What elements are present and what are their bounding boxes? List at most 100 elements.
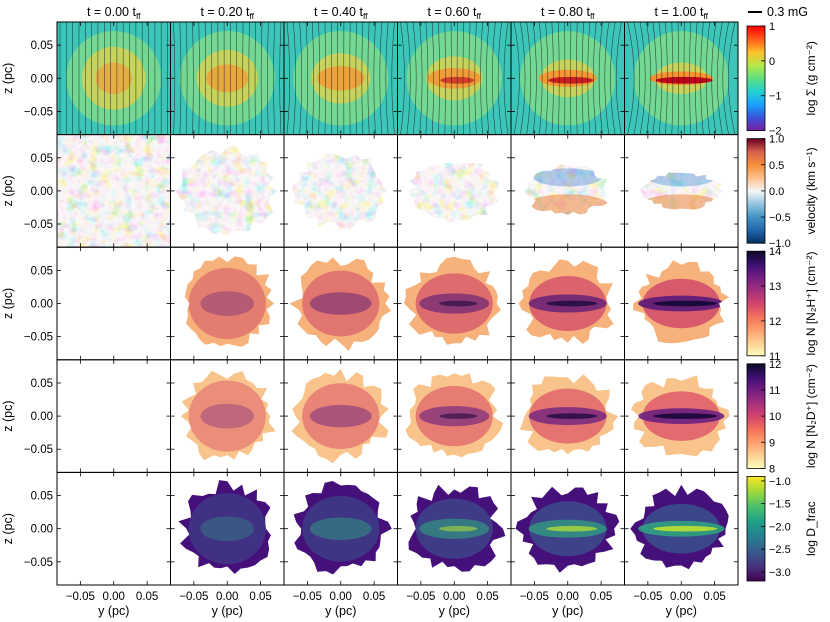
y-tick-label: 0.05 (31, 40, 53, 52)
x-axis-label: y (pc) (212, 604, 243, 618)
x-tick-label: 0.00 (330, 591, 352, 603)
field-line (267, 22, 269, 135)
x-tick-label: −0.05 (520, 591, 549, 603)
colorbar-tick-label: 11 (769, 351, 780, 363)
column-density-core (200, 291, 255, 316)
density-core (317, 66, 365, 91)
y-tick-label: −0.05 (24, 106, 53, 118)
field-line (425, 22, 429, 135)
panel-n2h-column-density-t0.40 (284, 247, 398, 360)
field-line (593, 22, 597, 135)
panel-deuterium-fraction-t1.00 (624, 472, 738, 585)
field-line (299, 22, 302, 135)
colorbar-tick-label: 9 (769, 437, 775, 449)
x-tick-label: 0.05 (249, 591, 271, 603)
field-line (355, 22, 357, 135)
field-line (711, 22, 717, 135)
field-line (532, 22, 537, 135)
field-line (598, 22, 603, 135)
column-density-mid (188, 493, 266, 565)
field-lines (400, 22, 509, 135)
field-line (431, 22, 435, 135)
field-line (406, 22, 411, 135)
panel-n2d-column-density-t0.40 (284, 359, 398, 473)
x-axis-label: y (pc) (325, 604, 356, 618)
colorbar-tick-label: 12 (769, 316, 781, 328)
colorbar-3: 12 11 10 9 8 log N [N₂D⁺] (cm⁻²) (746, 359, 818, 475)
field-line (486, 22, 490, 135)
velocity-turbulence (624, 134, 738, 248)
x-tick-label: −0.05 (633, 591, 662, 603)
x-tick-label: 0.05 (363, 591, 385, 603)
column-density-core (309, 517, 372, 540)
field-line (551, 22, 554, 135)
colorbar-label: log N [N₂D⁺] (cm⁻²) (804, 364, 818, 468)
time-title: t = 0.60 tff (427, 5, 481, 21)
time-title: t = 0.00 tff (87, 5, 141, 21)
colorbar-tick-label: −3.0 (769, 567, 791, 579)
x-axis-label: y (pc) (552, 604, 583, 618)
field-line (379, 22, 383, 135)
field-lines (286, 22, 395, 135)
column-density-core (200, 516, 255, 542)
colorbar-tick-label: −1.0 (769, 476, 791, 488)
field-line (558, 22, 560, 135)
field-line (671, 22, 674, 135)
colorbar-tick-label: 1 (769, 21, 775, 33)
colorbar-tick-label: −2 (769, 126, 782, 138)
field-line (324, 22, 326, 135)
colorbar-2: 14 13 12 11 log N [N₂H⁺] (cm⁻²) (746, 246, 818, 363)
field-line (539, 22, 543, 135)
field-line (633, 22, 641, 135)
density-core (95, 62, 132, 95)
field-line (273, 22, 275, 135)
field-scale-label: 0.3 mG (767, 5, 808, 19)
field-line (248, 22, 250, 135)
field-line (705, 22, 710, 135)
field-line (468, 22, 471, 135)
y-tick-label: 0.00 (31, 186, 53, 198)
x-tick-label: 0.00 (670, 591, 692, 603)
velocity-turbulence (397, 134, 511, 248)
field-line (689, 22, 691, 135)
colorbar-tick-label: 14 (769, 246, 781, 258)
y-tick-label: −0.05 (24, 219, 53, 231)
field-line (179, 22, 182, 135)
panel-surface-density-t0.80 (511, 22, 625, 135)
field-line (615, 22, 622, 135)
field-line (728, 22, 736, 135)
panel-n2h-column-density-t1.00 (624, 247, 738, 360)
y-tick-label: −0.05 (24, 557, 53, 569)
field-line (185, 22, 188, 135)
x-tick-label: −0.05 (179, 591, 208, 603)
column-density-mid (302, 270, 380, 337)
y-tick-label: 0.00 (31, 411, 53, 423)
colorbar-tick-label: 1.0 (769, 134, 784, 146)
field-line (604, 22, 610, 135)
panel-deuterium-fraction-t0.80 (511, 472, 625, 585)
panel-frame (56, 359, 171, 473)
field-line (520, 22, 526, 135)
field-line (173, 22, 176, 135)
field-line (438, 22, 440, 135)
time-title: t = 1.00 tff (654, 5, 708, 21)
panel-n2d-column-density-t0.80 (511, 359, 625, 473)
field-line (474, 22, 477, 135)
field-line (627, 22, 635, 135)
panel-n2d-column-density-t1.00 (624, 359, 738, 473)
time-title: t = 0.80 tff (541, 5, 595, 21)
field-line (260, 22, 263, 135)
field-line (279, 22, 282, 135)
field-line (665, 22, 668, 135)
column-density-core (309, 292, 372, 315)
field-line (526, 22, 532, 135)
x-tick-label: 0.00 (103, 591, 125, 603)
field-line (639, 22, 646, 135)
field-line (412, 22, 417, 135)
y-tick-label: 0.00 (31, 524, 53, 536)
field-line (444, 22, 446, 135)
colorbar-tick-label: 11 (769, 385, 780, 397)
column-density-core (309, 404, 372, 428)
y-axis-label: z (pc) (1, 400, 15, 431)
